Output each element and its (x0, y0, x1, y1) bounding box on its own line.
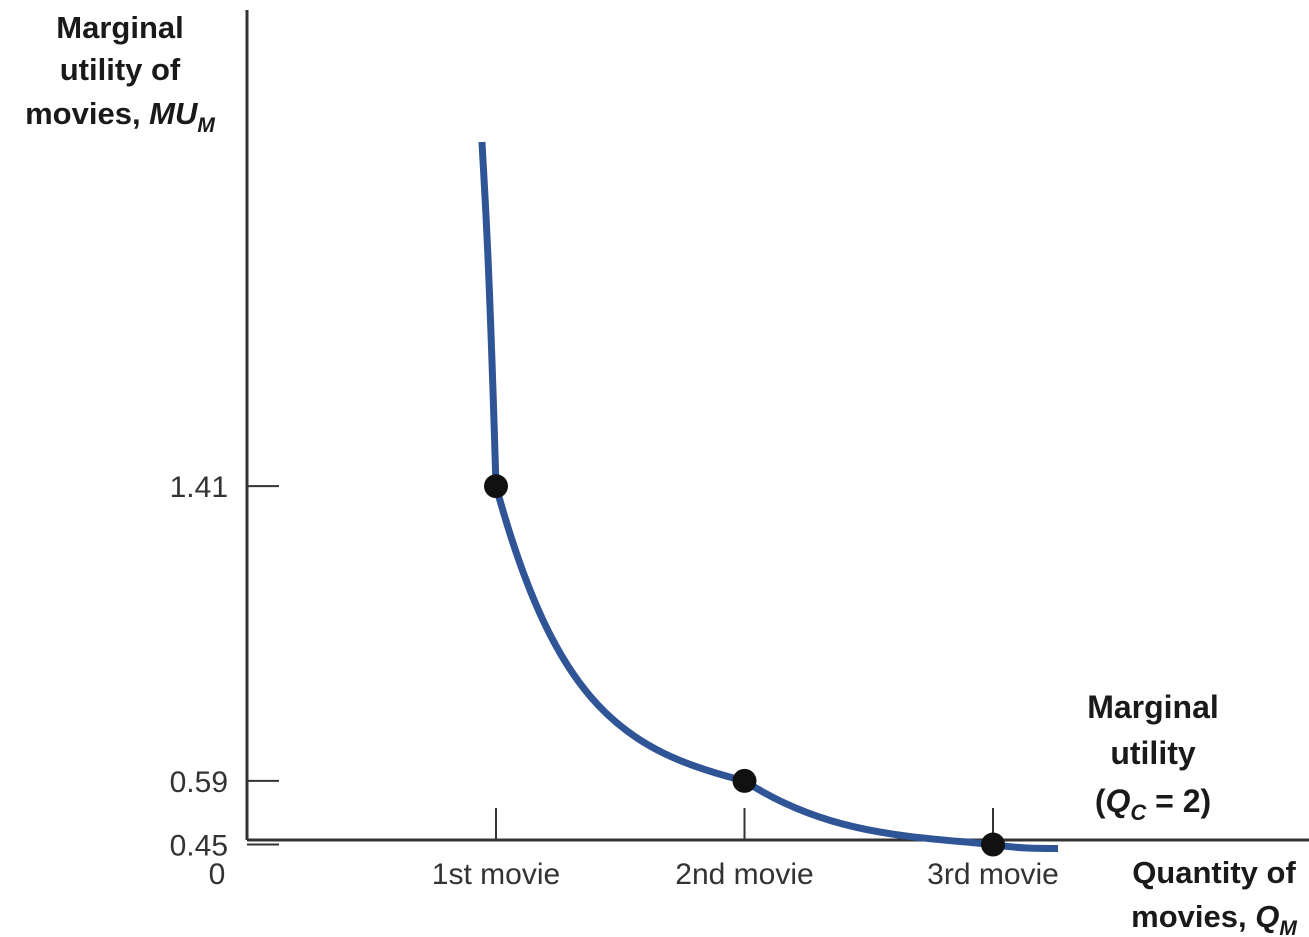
x-tick-label: 2nd movie (675, 858, 813, 891)
origin-label: 0 (209, 858, 226, 891)
y-axis-title-line3: movies, MUM (25, 96, 215, 137)
x-axis-title: Quantity of movies, QM (1131, 855, 1297, 937)
series-label-line3: (QC = 2) (1095, 783, 1211, 825)
marginal-utility-curve (478, 141, 1059, 853)
x-axis-ticks: 1st movie 2nd movie 3rd movie (432, 808, 1059, 891)
series-label-line1: Marginal (1087, 689, 1219, 725)
x-axis-title-line2: movies, QM (1131, 899, 1297, 937)
series-label: Marginal utility (QC = 2) (1087, 689, 1219, 825)
y-tick-label: 0.45 (170, 830, 228, 863)
data-point (484, 474, 508, 499)
y-tick-label: 1.41 (170, 471, 228, 504)
y-tick-label: 0.59 (170, 766, 228, 799)
y-axis-title-line1: Marginal (56, 10, 183, 45)
y-axis-title-line2: utility of (60, 52, 181, 87)
data-point (732, 768, 757, 793)
x-axis-title-line1: Quantity of (1132, 855, 1296, 890)
series-label-line2: utility (1110, 735, 1196, 771)
y-axis-ticks: 1.41 0.59 0.45 (170, 471, 279, 863)
x-tick-label: 3rd movie (927, 858, 1059, 891)
x-tick-label: 1st movie (432, 858, 560, 891)
y-axis-title: Marginal utility of movies, MUM (25, 10, 215, 137)
data-points (484, 474, 1005, 857)
data-point (981, 832, 1005, 857)
